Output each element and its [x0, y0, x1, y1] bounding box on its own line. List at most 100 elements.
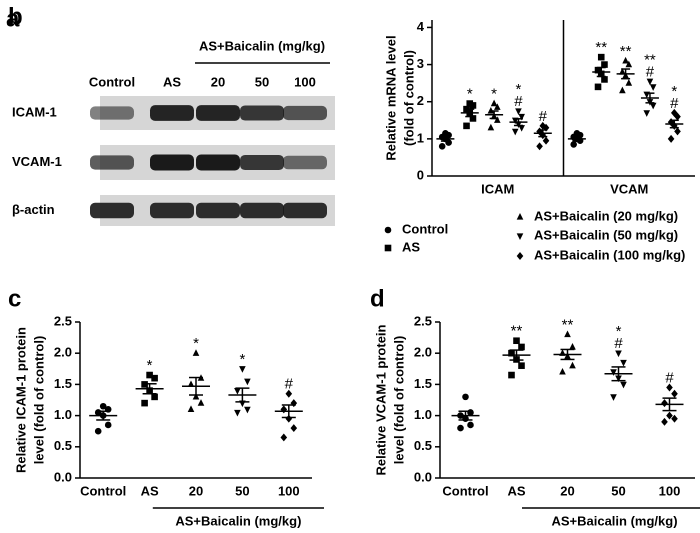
data-point — [671, 414, 678, 423]
legend-label: AS — [402, 239, 420, 254]
data-point — [508, 371, 515, 379]
data-point — [192, 392, 200, 400]
legend-marker — [516, 213, 524, 220]
data-point — [518, 343, 525, 351]
y-axis-label: Relative mRNA level — [383, 35, 398, 160]
data-point — [94, 427, 102, 435]
data-point — [661, 399, 668, 408]
data-point — [619, 86, 626, 94]
data-point — [569, 343, 576, 350]
data-point — [285, 414, 293, 423]
blot-band — [196, 154, 240, 171]
blot-band — [90, 202, 134, 219]
row-label: β-actin — [12, 202, 55, 217]
x-tick-label: ICAM — [481, 181, 514, 196]
y-axis-label: Relative VCAM-1 protein — [373, 324, 388, 475]
group-label: AS+Baicalin (mg/kg) — [199, 38, 325, 53]
y-tick-label: 0 — [417, 167, 424, 182]
data-point — [666, 411, 673, 420]
data-point — [542, 136, 550, 145]
data-point — [511, 128, 519, 136]
x-tick-label: 20 — [189, 483, 203, 498]
data-point — [573, 129, 581, 137]
data-point — [518, 113, 525, 121]
data-point — [625, 79, 633, 86]
data-point — [559, 367, 566, 375]
data-point — [197, 399, 205, 406]
data-point — [615, 350, 622, 358]
significance-mark: * — [491, 86, 497, 103]
significance-mark: * — [193, 335, 199, 352]
data-point — [234, 388, 241, 395]
data-point — [594, 83, 602, 91]
data-point — [290, 424, 298, 433]
x-tick-label: 50 — [611, 483, 625, 498]
y-tick-label: 4 — [417, 19, 425, 34]
data-point — [487, 123, 495, 131]
lane-label: 100 — [294, 74, 316, 89]
data-point — [620, 359, 627, 367]
data-point — [467, 421, 474, 429]
data-point — [280, 405, 288, 414]
y-tick-label: 2.5 — [54, 313, 72, 328]
y-tick-label: 2.5 — [414, 313, 432, 328]
data-point — [601, 76, 608, 83]
data-point — [666, 383, 673, 392]
panel-letter: b — [8, 3, 23, 30]
data-point — [646, 78, 654, 86]
data-point — [146, 371, 153, 379]
lane-label: Control — [89, 74, 135, 89]
row-label: VCAM-1 — [12, 154, 62, 169]
y-tick-label: 1 — [417, 130, 424, 145]
x-tick-label: AS — [141, 483, 159, 498]
significance-mark: * — [516, 81, 522, 98]
data-point — [610, 369, 617, 376]
significance-mark: * — [616, 323, 622, 340]
data-point — [610, 394, 617, 401]
y-tick-label: 1.5 — [414, 376, 432, 391]
group-label: AS+Baicalin (mg/kg) — [175, 513, 301, 528]
y-tick-label: 2 — [417, 93, 424, 108]
legend-marker — [384, 226, 392, 234]
y-tick-label: 0.5 — [414, 438, 432, 453]
blot-band — [90, 155, 134, 170]
blot-band — [240, 202, 284, 219]
data-point — [625, 60, 633, 68]
y-tick-label: 0.0 — [414, 469, 432, 484]
data-point — [569, 361, 576, 369]
data-point — [649, 102, 657, 110]
data-point — [244, 406, 251, 414]
significance-mark: ** — [562, 316, 574, 333]
y-tick-label: 0.0 — [54, 469, 72, 484]
y-tick-label: 1.0 — [414, 407, 432, 422]
x-tick-label: AS — [507, 483, 525, 498]
data-point — [94, 409, 102, 416]
x-tick-label: 50 — [235, 483, 249, 498]
data-point — [649, 84, 657, 91]
data-point — [244, 378, 251, 386]
significance-mark: # — [514, 93, 523, 110]
significance-mark: ** — [511, 323, 523, 340]
significance-mark: # — [539, 108, 548, 125]
blot-band — [196, 202, 240, 219]
lane-label: AS — [163, 74, 181, 89]
data-point — [671, 108, 678, 117]
data-point — [661, 417, 668, 426]
legend-label: AS+Baicalin (100 mg/kg) — [534, 247, 685, 262]
data-point — [518, 125, 525, 132]
significance-mark: * — [147, 357, 153, 374]
blot-band — [283, 105, 327, 121]
data-point — [619, 68, 626, 75]
data-point — [187, 380, 195, 388]
y-tick-label: 0.5 — [54, 438, 72, 453]
blot-band — [283, 155, 327, 170]
significance-mark: * — [467, 86, 473, 103]
data-point — [674, 127, 681, 136]
x-tick-label: Control — [80, 483, 126, 498]
data-point — [466, 100, 474, 107]
blot-band — [150, 105, 194, 121]
significance-mark: ** — [595, 39, 607, 56]
data-point — [457, 424, 464, 432]
blot-band — [90, 106, 134, 120]
